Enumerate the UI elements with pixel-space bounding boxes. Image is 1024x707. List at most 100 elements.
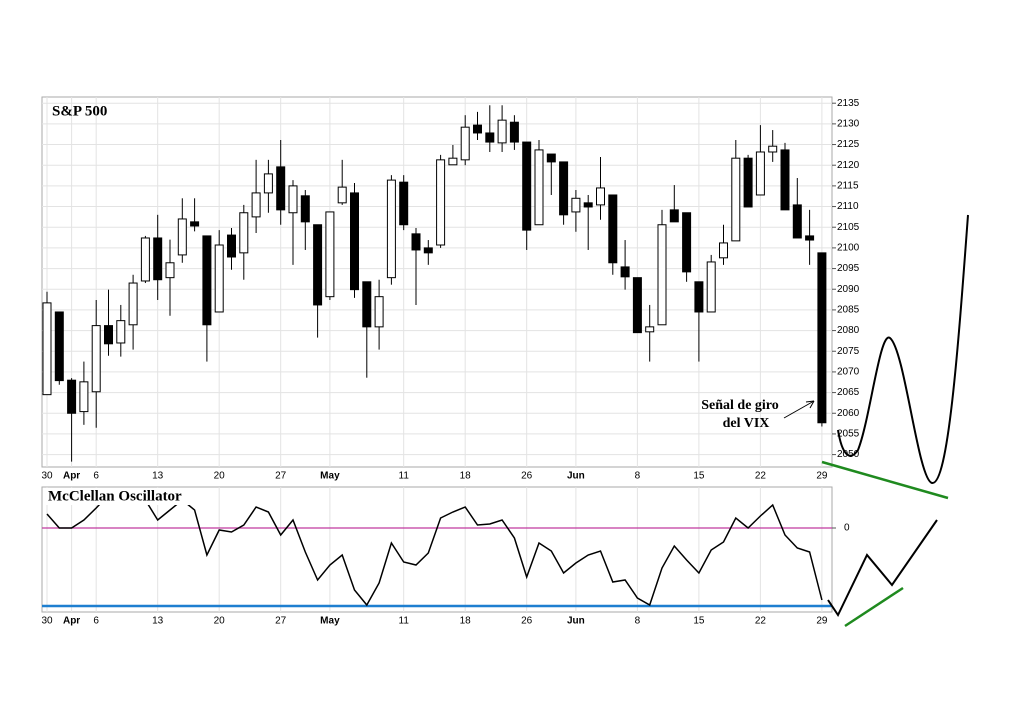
candle-body (657, 224, 667, 326)
annotation: Señal de giro (701, 398, 779, 413)
candle-body (190, 221, 200, 227)
sketch-curve (837, 214, 969, 484)
candle-body (300, 195, 310, 223)
x-tick-label: 29 (816, 616, 828, 627)
candle-body (559, 161, 569, 216)
x-tick-label: 13 (152, 471, 164, 482)
sketch-trendline (844, 586, 904, 628)
candle-body (780, 149, 790, 211)
candle-body (411, 233, 421, 251)
candle-body (534, 149, 544, 226)
candle-body (350, 192, 359, 291)
chart-title: McClellan Oscillator (48, 488, 182, 504)
y-tick-label: 2105 (837, 222, 860, 233)
candle-body (632, 277, 642, 334)
candle-body (706, 261, 716, 313)
x-tick-label: 6 (93, 616, 99, 627)
y-tick-label: 2135 (837, 98, 860, 109)
candle-body (399, 181, 409, 226)
candle-body (54, 311, 64, 382)
candle-body (288, 185, 298, 214)
x-tick-label: Apr (63, 616, 80, 627)
candle-body (497, 119, 507, 144)
x-tick-label: 6 (93, 471, 99, 482)
x-tick-label: 20 (214, 616, 226, 627)
candle-body (263, 173, 273, 194)
x-tick-label: May (320, 616, 340, 627)
candle-body (817, 252, 827, 424)
plot-layer: 30 Apr 6 13 20 27 May 11 18 26 Jun 8 15 22 29205020552… (41, 96, 860, 627)
plot-area (41, 486, 833, 613)
x-tick-label: May (320, 471, 340, 482)
y-tick-label: 2110 (837, 201, 859, 212)
candle-body (620, 266, 630, 278)
candle-body (669, 209, 679, 223)
candle-body (104, 325, 113, 345)
candle-body (596, 187, 605, 206)
candle-body (116, 320, 126, 344)
candle-body (485, 132, 495, 143)
x-tick-label: 15 (693, 616, 705, 627)
y-tick-label: 0 (844, 523, 850, 534)
x-tick-label: 15 (693, 471, 705, 482)
x-tick-label: Jun (567, 616, 585, 627)
y-tick-label: 2115 (837, 181, 859, 192)
candle-body (423, 247, 433, 254)
x-tick-label: 29 (816, 471, 828, 482)
candle-body (694, 281, 704, 313)
candle-body (768, 145, 778, 153)
x-tick-label: 22 (755, 471, 767, 482)
candle-body (374, 296, 384, 328)
y-tick-label: 2065 (837, 387, 860, 398)
sketch-curve (827, 519, 938, 618)
candle-body (227, 234, 236, 258)
x-tick-label: 26 (521, 471, 533, 482)
candle-body (792, 204, 802, 239)
candle-body (583, 202, 593, 208)
x-tick-label: 22 (755, 616, 767, 627)
y-tick-label: 2055 (837, 429, 860, 440)
y-tick-label: 2075 (837, 346, 860, 357)
candle-body (362, 281, 372, 328)
candle-body (460, 126, 470, 161)
candle-body (608, 194, 618, 264)
candle-body (743, 157, 753, 208)
candle-body (731, 157, 741, 242)
candle-body (522, 141, 532, 231)
y-tick-label: 2120 (837, 160, 860, 171)
candle-body (214, 244, 224, 313)
x-tick-label: 8 (635, 471, 641, 482)
y-tick-label: 2125 (837, 139, 860, 150)
candle-body (276, 166, 286, 211)
annotation-arrowhead (805, 400, 815, 409)
x-tick-label: 11 (399, 616, 410, 627)
candle-body (473, 124, 482, 134)
candle-body (645, 326, 655, 333)
candle-body (805, 235, 815, 241)
y-tick-label: 2090 (837, 284, 860, 295)
candle-body (239, 212, 249, 254)
y-tick-label: 2130 (837, 119, 860, 130)
y-tick-label: 2080 (837, 325, 860, 336)
candle-body (79, 381, 89, 413)
candle-body (719, 242, 728, 259)
candle-body (448, 157, 458, 166)
title-backdrop (43, 488, 191, 505)
x-tick-label: 18 (460, 616, 472, 627)
annotation: del VIX (723, 416, 770, 431)
x-tick-label: 13 (152, 616, 164, 627)
candle-body (202, 235, 212, 326)
candle-body (91, 325, 101, 393)
x-tick-label: 11 (399, 471, 410, 482)
candle-body (165, 262, 175, 279)
x-tick-label: 30 (41, 471, 53, 482)
candle-body (128, 282, 138, 326)
candle-body (755, 151, 765, 196)
candle-body (67, 379, 77, 414)
x-tick-label: 20 (214, 471, 226, 482)
x-tick-label: 18 (460, 471, 472, 482)
y-tick-label: 2070 (837, 367, 860, 378)
x-tick-label: 27 (275, 616, 287, 627)
candle-body (546, 153, 556, 163)
